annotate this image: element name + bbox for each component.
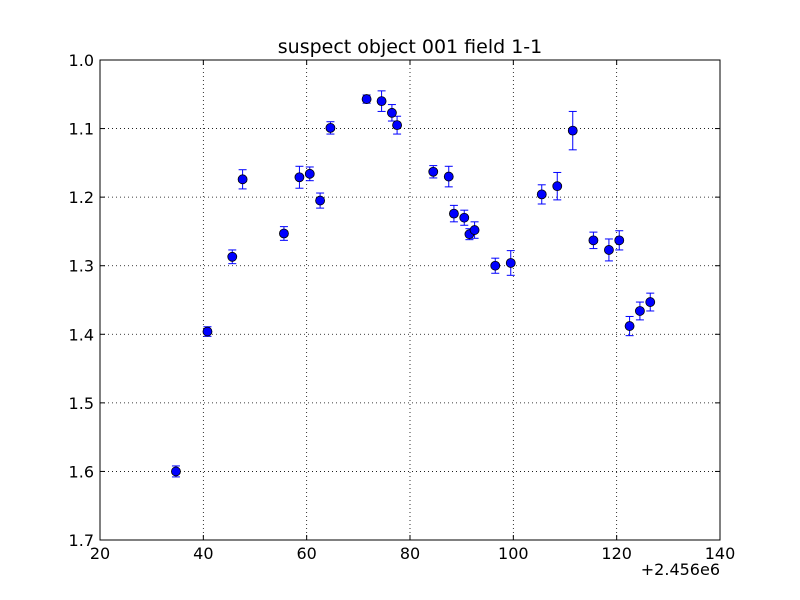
x-tick-label: 40	[193, 544, 213, 563]
data-point	[604, 245, 614, 255]
data-point	[227, 251, 238, 262]
data-point	[304, 168, 315, 179]
data-point	[387, 107, 397, 118]
data-point	[279, 228, 289, 239]
data-point	[614, 235, 625, 246]
data-point	[588, 235, 599, 246]
grid	[100, 60, 720, 540]
data-point	[294, 172, 305, 183]
tick-labels: 20 40 60 80 100 120 140 1.0 1.1 1.2 1.3 1.4 1.5 1.6 1.…	[69, 51, 736, 563]
chart-title: suspect object 001 field 1-1	[278, 36, 543, 58]
data-point	[449, 208, 459, 219]
x-tick-label: 60	[296, 544, 316, 563]
data-point	[325, 122, 336, 133]
data-point	[624, 321, 635, 331]
data-point	[490, 260, 501, 271]
data-point	[635, 306, 645, 316]
y-tick-label: 1.6	[69, 462, 94, 481]
data-points	[171, 94, 656, 477]
data-point	[202, 326, 213, 337]
data-point	[567, 125, 578, 136]
data-point	[459, 212, 470, 223]
data-point	[171, 466, 181, 477]
y-tick-label: 1.7	[69, 531, 94, 550]
data-point	[392, 120, 402, 131]
x-axis-offset-label: +2.456e6	[641, 560, 720, 579]
data-point	[505, 258, 516, 268]
data-point	[536, 189, 547, 200]
data-point	[428, 166, 439, 177]
x-tick-label: 120	[601, 544, 632, 563]
y-tick-label: 1.3	[69, 257, 94, 276]
data-point	[315, 195, 326, 206]
x-tick-label: 80	[400, 544, 420, 563]
data-point	[645, 297, 656, 307]
x-tick-label: 20	[90, 544, 110, 563]
x-tick-label: 100	[498, 544, 529, 563]
y-tick-label: 1.5	[69, 394, 94, 413]
x-tick-label: 140	[705, 544, 736, 563]
y-tick-label: 1.4	[69, 325, 94, 344]
data-point	[552, 181, 563, 192]
y-tick-label: 1.1	[69, 120, 94, 139]
data-point	[469, 225, 480, 235]
data-point	[237, 174, 248, 185]
data-point	[376, 96, 387, 107]
y-tick-label: 1.0	[69, 51, 94, 70]
y-tick-label: 1.2	[69, 188, 94, 207]
data-point	[361, 94, 372, 104]
axis-ticks	[99, 59, 721, 541]
data-point	[443, 171, 454, 182]
